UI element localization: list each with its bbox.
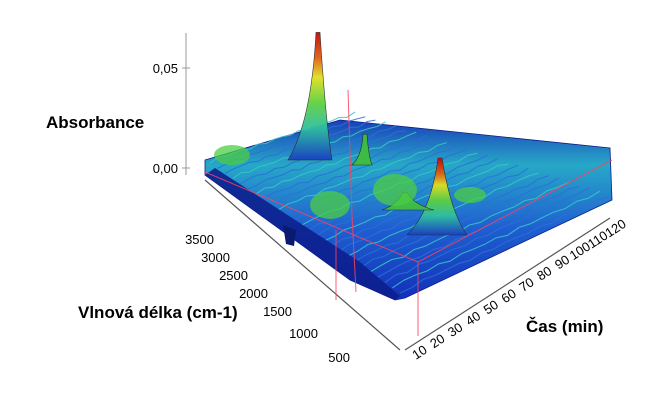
slice-marker-line — [204, 171, 419, 263]
time-tick-label: 30 — [445, 319, 465, 339]
peak-shoulder — [310, 191, 350, 219]
wavenumber-tick-label: 3000 — [201, 250, 230, 265]
markers — [204, 89, 613, 336]
trough-dip — [283, 225, 296, 246]
wavenumber-tick-label: 500 — [328, 350, 350, 365]
slice-marker-line — [417, 159, 613, 263]
wavenumber-tick-label: 1500 — [263, 304, 292, 319]
slice-marker-line — [347, 89, 353, 216]
time-axis-line — [404, 217, 611, 351]
peak — [351, 133, 373, 166]
peak-shoulder — [373, 174, 417, 206]
surface-ridge — [270, 139, 437, 206]
time-tick-label: 50 — [481, 297, 501, 317]
wavenumber-tick-label: 2500 — [219, 268, 248, 283]
peak — [287, 32, 333, 161]
z-tick-label: 0,05 — [153, 61, 178, 76]
surface-ridge — [392, 190, 601, 289]
peaks — [214, 32, 486, 236]
time-tick-label: 80 — [534, 263, 554, 283]
surface-ridge — [331, 164, 519, 247]
wavenumber-tick-label: 2000 — [239, 286, 268, 301]
time-tick-label: 60 — [498, 286, 518, 306]
peak-shoulder — [214, 145, 250, 165]
time-tick-label: 40 — [463, 308, 483, 328]
front-trough — [205, 168, 400, 300]
peak — [406, 157, 468, 236]
surface-ridge — [278, 142, 447, 211]
wavenumber-tick-label: 1000 — [289, 326, 318, 341]
surface-ridge — [255, 131, 417, 195]
surface-ridge — [369, 181, 570, 273]
surface-ridge — [323, 163, 509, 242]
peak-shoulder — [454, 187, 486, 203]
z-tick-label: 0,00 — [153, 161, 178, 176]
labels: 0,05 0,00 3500 3000 2500 2000 1500 1000 500 10203… — [153, 61, 629, 365]
z-axis-title: Absorbance — [46, 113, 144, 132]
axes — [182, 33, 611, 351]
surface-ridge — [384, 187, 590, 284]
slice-marker-line — [351, 214, 357, 293]
surface-ridge — [262, 134, 427, 200]
surface-ridge — [361, 177, 560, 268]
time-tick-label: 10 — [409, 342, 429, 362]
wavenumber-tick-label: 3500 — [185, 232, 214, 247]
surface-ridge — [399, 196, 611, 294]
time-tick-label: 90 — [552, 252, 572, 272]
wavenumber-axis-line — [204, 179, 401, 351]
wavenumber-axis-title: Vlnová délka (cm-1) — [78, 303, 238, 322]
time-tick-label: 70 — [516, 274, 536, 294]
time-axis-title: Čas (min) — [526, 317, 603, 336]
time-tick-label: 20 — [427, 331, 447, 351]
